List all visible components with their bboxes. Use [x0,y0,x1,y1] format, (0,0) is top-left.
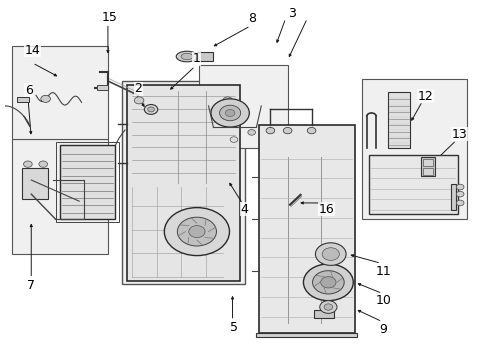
Bar [12,139,108,254]
Bar [60,145,115,219]
Text: 6: 6 [25,84,33,96]
Text: 3: 3 [288,7,296,20]
Text: 2: 2 [134,82,142,95]
Bar [127,85,239,280]
Circle shape [455,200,463,206]
Circle shape [23,161,32,167]
Circle shape [247,130,255,135]
Circle shape [188,226,204,238]
Circle shape [303,264,352,301]
Circle shape [210,99,249,127]
Bar [196,52,213,61]
Bar [387,92,409,148]
Text: 8: 8 [247,12,255,25]
Text: 5: 5 [229,321,238,334]
Text: 14: 14 [25,44,41,57]
Text: 15: 15 [101,11,117,24]
Text: 12: 12 [417,90,433,103]
Circle shape [306,127,315,134]
Circle shape [41,95,50,102]
Circle shape [455,191,463,197]
Circle shape [225,109,234,117]
Text: 7: 7 [27,279,35,292]
Text: 10: 10 [375,294,390,307]
Ellipse shape [176,51,197,62]
Circle shape [39,161,47,167]
Bar [122,81,244,284]
Bar [256,333,356,337]
Circle shape [324,304,332,310]
Circle shape [134,97,143,104]
Circle shape [322,248,339,260]
Text: 16: 16 [318,203,334,216]
Circle shape [315,243,346,265]
Circle shape [177,217,216,246]
Circle shape [144,104,158,114]
Circle shape [455,184,463,190]
Bar [12,46,108,139]
Bar [449,184,455,210]
Circle shape [312,271,344,294]
Bar [258,125,354,333]
Text: 11: 11 [375,265,390,278]
Bar [368,155,457,213]
Circle shape [230,137,237,143]
Text: 9: 9 [379,323,386,337]
Bar [313,310,333,318]
Circle shape [319,301,336,313]
Text: 13: 13 [450,128,466,141]
Circle shape [147,107,154,112]
Bar [97,85,108,90]
Text: 1: 1 [192,53,200,66]
Bar [420,157,434,176]
Bar [199,66,287,148]
Bar [56,142,119,222]
Circle shape [320,277,335,288]
Circle shape [283,127,291,134]
Bar [422,159,432,166]
Bar [17,97,29,102]
Circle shape [265,127,274,134]
Circle shape [223,97,232,104]
Circle shape [219,105,240,121]
Bar [361,80,467,219]
Text: 4: 4 [240,203,248,216]
Bar [422,168,432,175]
Ellipse shape [181,53,193,60]
Circle shape [164,208,229,256]
Bar [21,168,48,199]
